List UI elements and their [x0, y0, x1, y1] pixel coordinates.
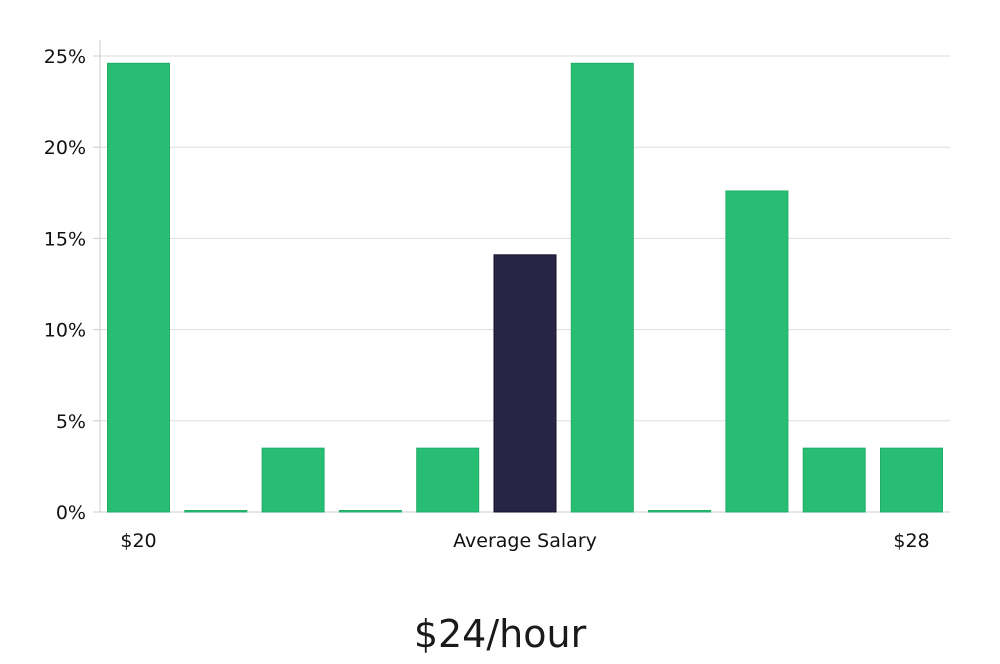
- y-tick-label: 10%: [44, 320, 86, 342]
- x-label-max: $28: [893, 530, 929, 552]
- y-tick-label: 5%: [56, 411, 86, 433]
- bar: [570, 62, 634, 513]
- bar: [802, 447, 866, 513]
- bar: [261, 447, 325, 513]
- bar: [648, 510, 712, 513]
- bar-average: [493, 254, 557, 513]
- x-labels: $20 Average Salary $28: [120, 530, 929, 552]
- bar: [416, 447, 480, 513]
- y-tick-label: 25%: [44, 46, 86, 68]
- x-axis-title: Average Salary: [453, 530, 597, 552]
- bar: [338, 510, 402, 513]
- bar: [184, 510, 248, 513]
- average-salary-value: $24/hour: [413, 612, 587, 656]
- y-tick-label: 0%: [56, 502, 86, 524]
- bar: [107, 62, 170, 513]
- x-label-min: $20: [120, 530, 156, 552]
- y-tick-label: 20%: [44, 137, 86, 159]
- bar: [880, 447, 943, 513]
- bars: [107, 62, 943, 513]
- y-tick-label: 15%: [44, 228, 86, 250]
- bar: [725, 190, 789, 513]
- y-tick-labels: 0% 5% 10% 15% 20% 25%: [44, 46, 86, 524]
